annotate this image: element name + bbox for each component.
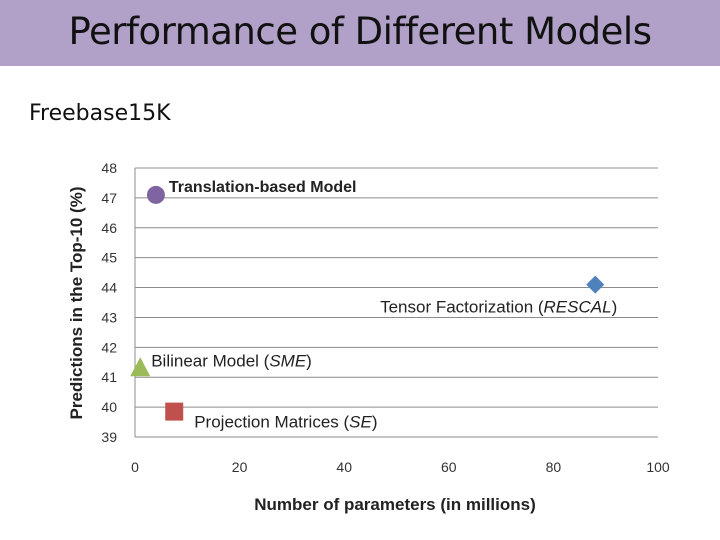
y-tick-label: 47 [101,190,117,206]
point-label-close: ) [306,351,312,370]
point-label-sme: Bilinear Model (SME) [151,351,312,370]
point-sme [130,357,151,377]
point-label-text: Bilinear Model ( [151,351,269,370]
y-tick-label: 45 [101,250,117,266]
x-axis-label: Number of parameters (in millions) [254,495,536,514]
point-translation [146,185,165,204]
y-axis-label: Predictions in the Top-10 (%) [67,187,86,420]
point-label-close: ) [372,413,378,432]
y-tick-label: 43 [101,309,117,325]
point-label-translation: Translation-based Model [169,179,357,196]
y-tick-label: 42 [101,339,117,355]
point-label-text: Projection Matrices ( [194,413,349,432]
y-tick-label: 40 [101,399,117,415]
x-tick-label: 100 [646,459,670,475]
slide-subtitle: Freebase15K [29,101,171,126]
title-bar: Performance of Different Models [0,0,720,66]
x-tick-label: 80 [546,459,562,475]
point-label-model: SE [349,413,372,432]
point-label-close: ) [612,298,618,317]
x-tick-label: 20 [232,459,248,475]
x-tick-label: 0 [131,459,139,475]
y-tick-label: 44 [101,280,117,296]
point-se [165,402,184,421]
y-tick-label: 48 [101,160,117,176]
point-label-rescal: Tensor Factorization (RESCAL) [380,298,617,317]
slide-title: Performance of Different Models [68,10,653,53]
x-tick-label: 40 [336,459,352,475]
point-label-model: SME [269,351,307,370]
point-rescal [586,275,605,294]
point-label-se: Projection Matrices (SE) [194,413,377,432]
point-label-model: RESCAL [544,298,612,317]
y-tick-label: 41 [101,369,117,385]
x-tick-label: 60 [441,459,457,475]
y-tick-label: 39 [101,429,117,445]
point-label-text: Tensor Factorization ( [380,298,544,317]
y-tick-label: 46 [101,220,117,236]
point-label-text: Translation-based Model [169,179,357,196]
